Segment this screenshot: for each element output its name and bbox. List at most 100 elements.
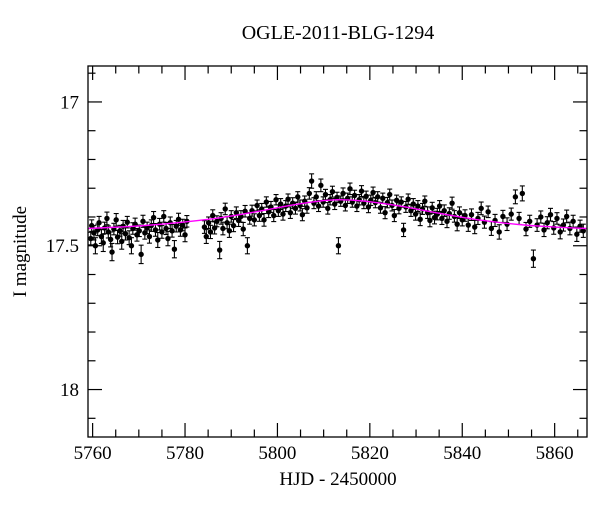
data-point xyxy=(138,251,144,258)
x-tick-label: 5780 xyxy=(166,443,204,464)
data-point xyxy=(91,230,97,236)
data-point xyxy=(242,208,248,214)
data-point xyxy=(382,209,388,216)
data-point xyxy=(171,246,178,252)
data-point xyxy=(155,237,161,243)
data-point xyxy=(152,227,159,233)
data-point xyxy=(541,227,547,233)
data-point xyxy=(295,194,301,200)
data-point xyxy=(417,216,423,222)
data-point xyxy=(496,229,502,235)
data-point xyxy=(175,216,182,222)
data-point xyxy=(391,212,398,219)
data-point xyxy=(205,220,212,226)
data-point xyxy=(335,243,342,249)
data-point xyxy=(104,215,110,222)
data-point xyxy=(128,243,135,249)
y-tick-label: 17 xyxy=(60,92,79,113)
data-point xyxy=(100,240,106,246)
data-point xyxy=(580,228,587,234)
data-point xyxy=(427,217,433,224)
data-point xyxy=(169,228,175,234)
x-tick-label: 5860 xyxy=(536,443,574,464)
data-point xyxy=(277,201,284,207)
data-point xyxy=(415,203,421,209)
data-point xyxy=(410,201,416,207)
data-point xyxy=(570,218,576,225)
data-point xyxy=(263,199,270,205)
data-point xyxy=(441,207,447,214)
data-point xyxy=(519,190,526,197)
x-axis-label: HJD - 2450000 xyxy=(279,469,397,490)
data-point xyxy=(554,215,560,222)
data-point xyxy=(356,197,362,203)
data-point xyxy=(329,188,336,195)
data-point xyxy=(122,230,129,237)
data-point xyxy=(203,233,209,240)
data-point xyxy=(456,209,463,216)
data-point xyxy=(210,212,216,219)
data-point xyxy=(512,194,519,200)
data-point xyxy=(439,215,445,222)
data-point xyxy=(315,203,322,209)
data-point xyxy=(165,235,171,242)
data-point xyxy=(214,218,220,225)
data-point xyxy=(325,205,331,212)
data-point xyxy=(140,218,146,225)
data-point xyxy=(146,233,153,240)
data-point xyxy=(220,225,226,232)
x-tick-label: 5800 xyxy=(258,443,296,464)
data-point xyxy=(109,249,115,255)
data-point xyxy=(222,206,228,212)
data-point xyxy=(304,205,310,211)
data-point xyxy=(163,225,169,232)
data-point xyxy=(201,224,208,230)
data-point xyxy=(124,219,130,225)
data-point xyxy=(247,215,253,222)
data-point xyxy=(308,178,315,184)
data-point xyxy=(485,209,491,215)
data-point xyxy=(422,198,428,204)
data-point xyxy=(261,217,267,223)
data-point xyxy=(387,191,393,198)
data-point xyxy=(530,255,537,262)
data-point xyxy=(244,243,251,249)
data-point xyxy=(488,225,495,232)
data-point xyxy=(182,232,188,238)
data-point xyxy=(107,236,114,243)
data-point xyxy=(347,186,353,192)
data-point xyxy=(161,213,167,220)
data-point xyxy=(265,209,272,215)
data-point xyxy=(429,205,435,211)
plot-frame xyxy=(87,65,588,438)
data-point xyxy=(574,231,580,237)
data-point xyxy=(377,205,384,211)
data-point xyxy=(400,227,407,233)
data-point xyxy=(280,211,286,217)
data-point xyxy=(358,188,365,194)
y-tick-label: 18 xyxy=(60,380,79,401)
data-point xyxy=(351,192,358,199)
data-point xyxy=(472,224,478,230)
data-point xyxy=(405,196,411,202)
data-point xyxy=(136,228,142,234)
data-point xyxy=(150,214,157,221)
data-point xyxy=(240,226,246,232)
data-point xyxy=(216,247,223,253)
x-tick-label: 5820 xyxy=(351,443,389,464)
data-point xyxy=(363,193,369,199)
data-point xyxy=(230,222,237,229)
data-point xyxy=(113,217,119,223)
data-point xyxy=(318,182,324,189)
data-point xyxy=(285,196,291,202)
data-point xyxy=(508,211,514,217)
data-point xyxy=(340,190,346,197)
data-point xyxy=(374,194,381,200)
data-point xyxy=(449,200,455,206)
data-point xyxy=(398,199,404,205)
data-point xyxy=(226,228,233,234)
data-point xyxy=(96,220,102,226)
data-point xyxy=(306,190,313,197)
